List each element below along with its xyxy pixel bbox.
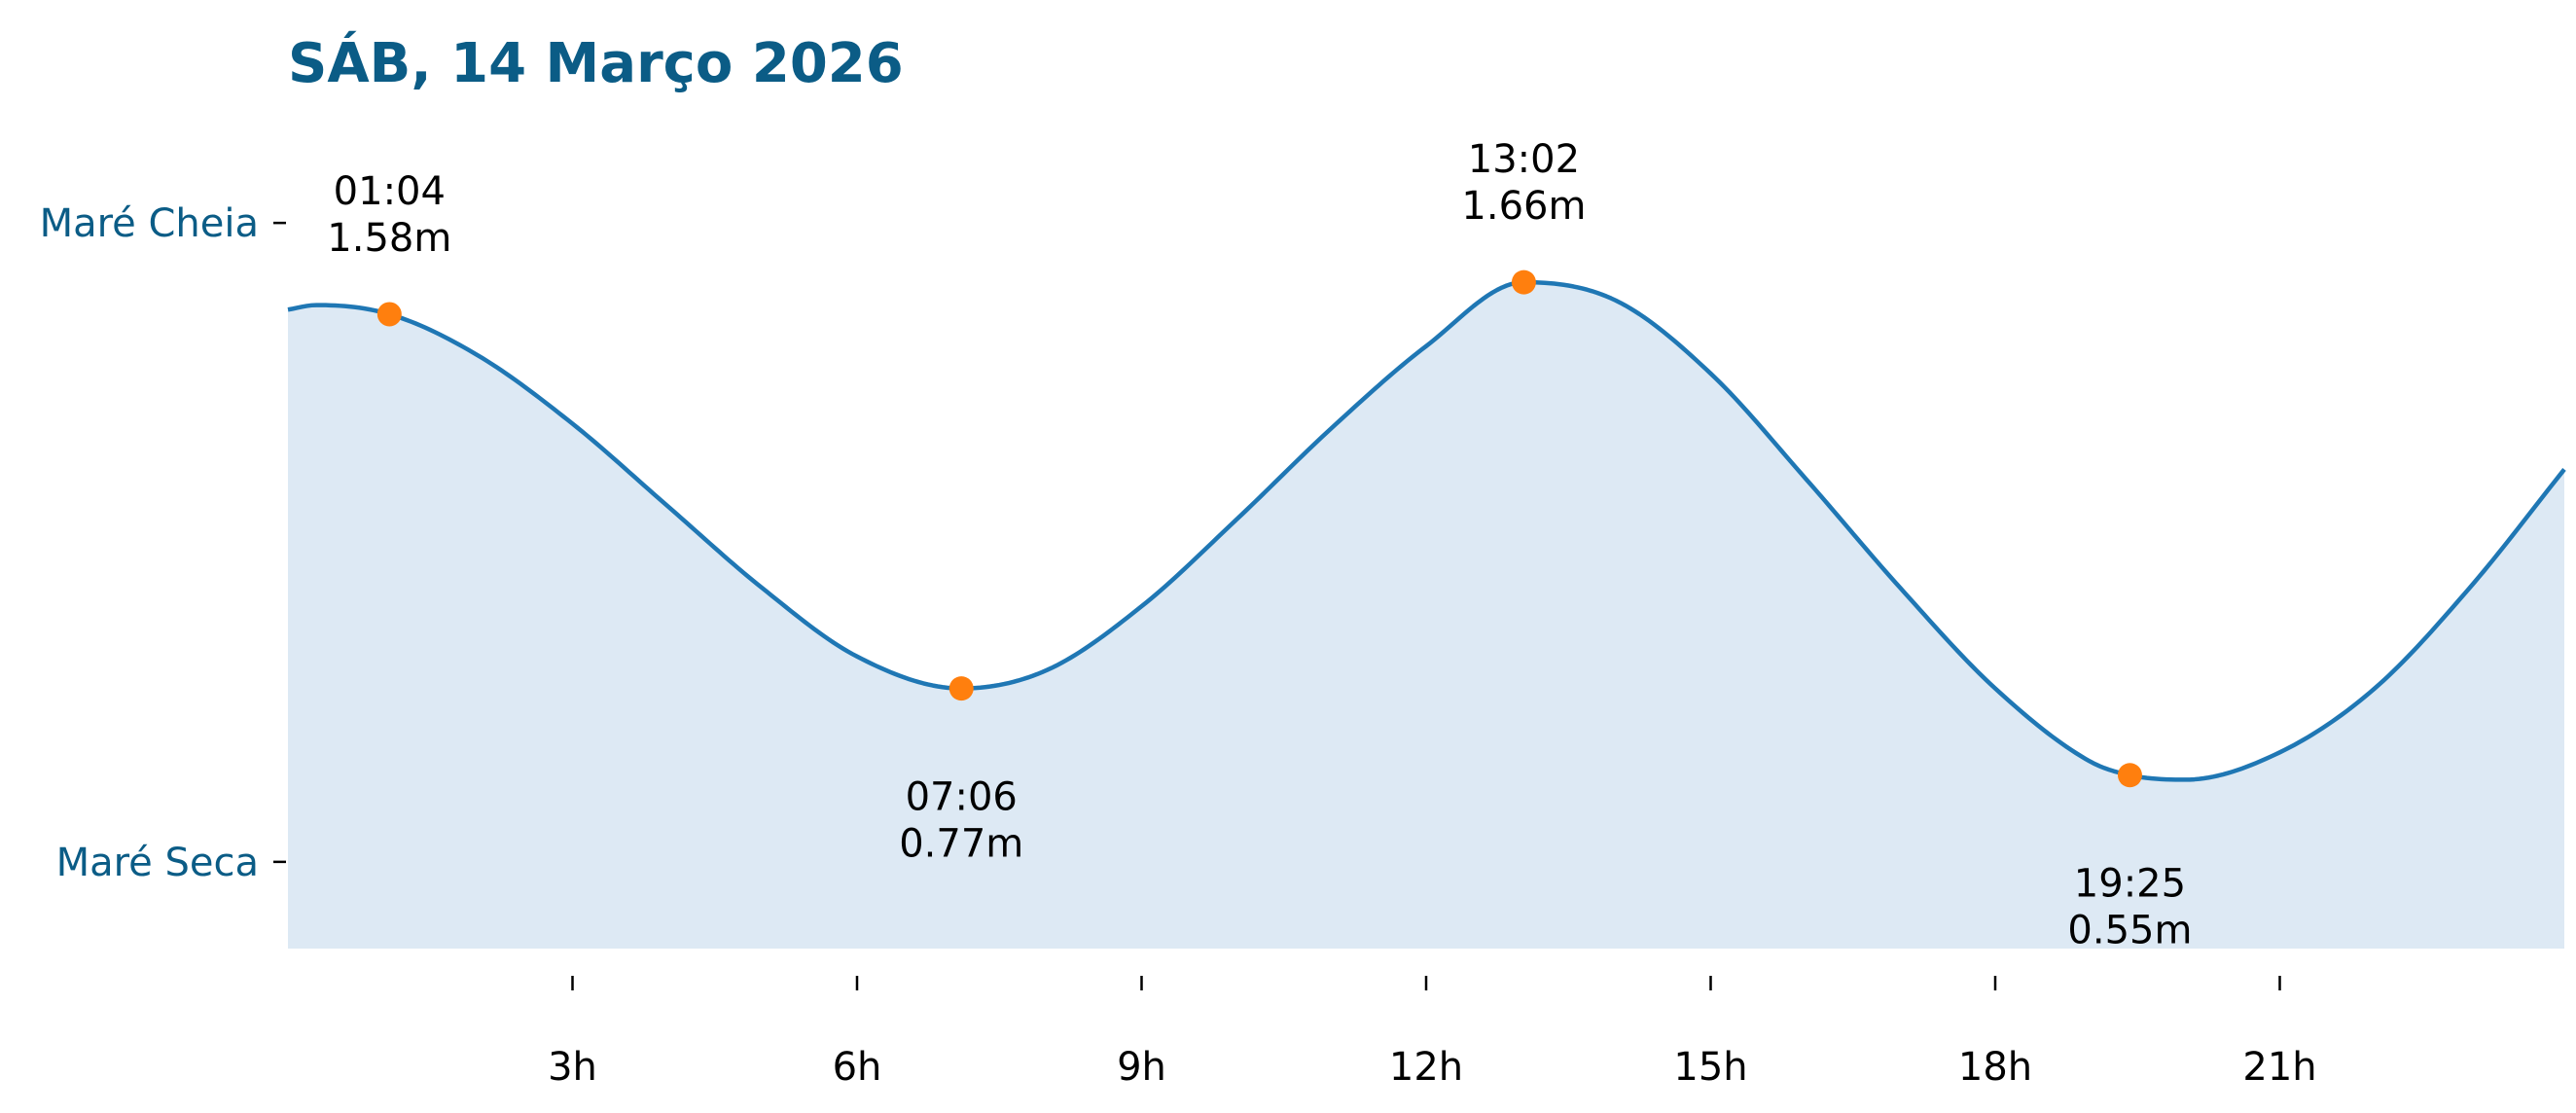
y-tick-label: Maré Cheia xyxy=(40,201,259,246)
extreme-marker xyxy=(1511,269,1536,295)
extreme-height-label: 0.55m xyxy=(2067,909,2192,953)
y-tick-label: Maré Seca xyxy=(56,841,259,885)
extreme-height-label: 1.58m xyxy=(327,216,451,261)
x-tick-label: 12h xyxy=(1389,1045,1463,1090)
x-tick-label: 21h xyxy=(2242,1045,2316,1090)
extreme-labels: 01:041.58m 07:060.77m 13:021.66m 19:250.55m xyxy=(327,137,2192,953)
extreme-marker xyxy=(948,676,974,701)
y-axis: Maré Cheia Maré Seca xyxy=(40,201,286,885)
chart-title: SÁB, 14 Março 2026 xyxy=(288,32,904,95)
extreme-height-label: 1.66m xyxy=(1461,184,1586,229)
x-tick-label: 15h xyxy=(1673,1045,1747,1090)
x-tick-label: 3h xyxy=(548,1045,597,1090)
extreme-time-label: 13:02 xyxy=(1468,137,1580,182)
extreme-time-label: 07:06 xyxy=(906,775,1018,820)
x-tick-label: 6h xyxy=(833,1045,882,1090)
extreme-markers xyxy=(376,269,2142,788)
extreme-time-label: 19:25 xyxy=(2074,862,2186,907)
x-axis: 3h 6h 9h 12h 15h 18h 21h xyxy=(548,976,2317,1090)
x-tick-label: 9h xyxy=(1117,1045,1166,1090)
extreme-height-label: 0.77m xyxy=(899,822,1023,867)
x-tick-label: 18h xyxy=(1958,1045,2032,1090)
extreme-marker xyxy=(376,302,402,327)
tide-area-fill xyxy=(288,282,2564,949)
extreme-marker xyxy=(2117,763,2142,788)
plot-area xyxy=(287,279,2566,949)
tide-curve-line xyxy=(287,279,2566,782)
extreme-time-label: 01:04 xyxy=(334,169,446,214)
